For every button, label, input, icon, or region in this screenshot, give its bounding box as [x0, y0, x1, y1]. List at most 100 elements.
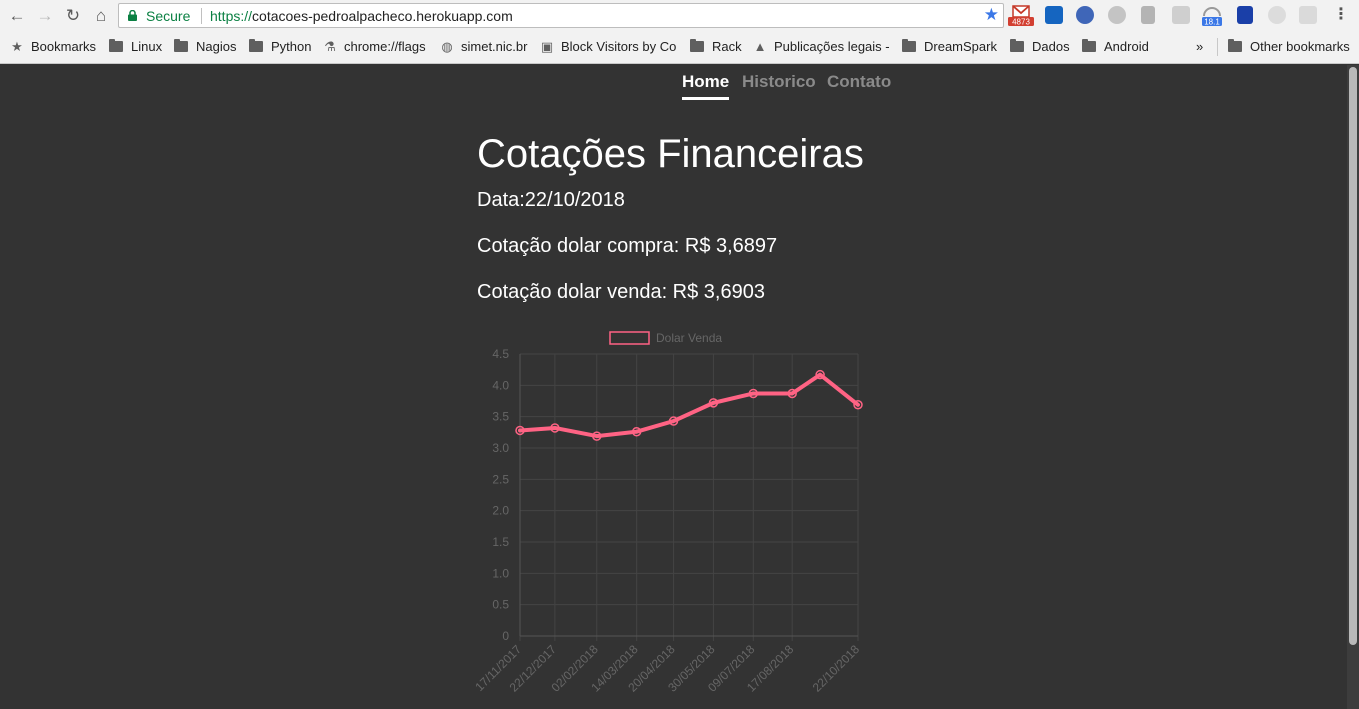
ip-icon: ▣ [540, 39, 554, 54]
legend-swatch [609, 331, 650, 345]
bookmarks-bar: ★ Bookmarks Linux Nagios Python ⚗ chrome://fla… [0, 33, 1359, 61]
data-point [748, 388, 759, 399]
bookmark-label: Android [1104, 39, 1149, 54]
folder-icon [174, 39, 188, 52]
gmail-badge: 4873 [1012, 18, 1030, 27]
url-host: cotacoes-pedroalpacheco.herokuapp.com [252, 8, 513, 24]
bookmark-label: Python [271, 39, 312, 54]
other-bookmarks[interactable]: Other bookmarks [1228, 39, 1350, 55]
bookmarks-overflow-button[interactable]: » [1196, 39, 1204, 54]
y-tick-label: 0.5 [492, 598, 509, 612]
data-point [815, 369, 825, 380]
browser-toolbar: ← → ↻ ⌂ Secure https://cotacoes-pedroalp… [0, 0, 1359, 32]
date-text: Data:22/10/2018 [477, 189, 625, 211]
folder-icon [690, 39, 704, 52]
folder-icon [1228, 39, 1242, 52]
bookmark-label: DreamSpark [924, 39, 997, 54]
nav-home[interactable]: Home [682, 72, 730, 100]
star-icon: ★ [11, 39, 23, 54]
data-point [631, 426, 642, 437]
gear-extension-icon[interactable] [1299, 6, 1317, 24]
kebab-menu-icon[interactable]: ⋮ [1333, 6, 1349, 23]
data-point [787, 388, 797, 399]
data-point [708, 398, 719, 408]
page-content: Home Historico Contato Cotações Financei… [0, 65, 1347, 709]
bookmark-item[interactable]: Python [249, 39, 311, 55]
speed-extension-icon[interactable]: 18.1 [1201, 5, 1223, 27]
bookmark-item[interactable]: Linux [109, 39, 162, 55]
other-bookmarks-label: Other bookmarks [1250, 39, 1350, 54]
bookmark-item[interactable]: ★ Bookmarks [10, 39, 96, 55]
scrollbar-thumb[interactable] [1349, 67, 1357, 645]
folder-icon [249, 39, 263, 52]
circle-extension-icon[interactable] [1268, 6, 1286, 24]
page-scrollbar[interactable] [1347, 65, 1359, 709]
folder-icon [1082, 39, 1096, 52]
bookmarks-divider [1217, 38, 1218, 56]
y-tick-label: 0 [502, 629, 509, 643]
y-tick-label: 1.5 [492, 535, 509, 549]
forward-icon[interactable]: → [36, 6, 54, 25]
legend-label: Dolar Venda [656, 331, 722, 345]
y-tick-label: 4.0 [492, 378, 509, 392]
page-title: Cotações Financeiras [477, 132, 864, 176]
bookmark-item[interactable]: ◍ simet.nic.br [440, 39, 527, 55]
bookmark-item[interactable]: Dados [1010, 39, 1070, 55]
bookmark-label: chrome://flags [344, 39, 426, 54]
address-bar[interactable]: Secure https://cotacoes-pedroalpacheco.h… [118, 3, 1004, 28]
back-icon[interactable]: ← [8, 6, 26, 25]
y-tick-label: 3.5 [492, 410, 509, 424]
speed-badge: 18.1 [1204, 18, 1220, 27]
bookmark-item[interactable]: DreamSpark [902, 39, 997, 55]
url-scheme: https:// [210, 8, 253, 24]
home-icon[interactable]: ⌂ [95, 6, 107, 25]
folder-icon [902, 39, 916, 52]
folder-icon [109, 39, 123, 52]
y-tick-label: 2.5 [492, 472, 509, 486]
sell-rate-text: Cotação dolar venda: R$ 3,6903 [477, 281, 765, 303]
data-point [550, 423, 560, 433]
nav-contato[interactable]: Contato [827, 72, 892, 91]
bookmark-label: Dados [1032, 39, 1070, 54]
bookmark-label: Block Visitors by Co [561, 39, 677, 54]
flask-icon: ⚗ [324, 39, 336, 54]
top-nav: Home Historico Contato [0, 65, 1347, 105]
exchange-rate-chart: Dolar Venda00.51.01.52.02.53.03.54.04.51… [472, 331, 863, 695]
bookmark-label: simet.nic.br [461, 39, 528, 54]
buy-rate-text: Cotação dolar compra: R$ 3,6897 [477, 235, 778, 257]
data-point [592, 431, 602, 441]
y-tick-label: 1.0 [492, 566, 509, 580]
reload-icon[interactable]: ↻ [65, 6, 81, 25]
bookmark-item[interactable]: Nagios [174, 39, 236, 55]
barcode-extension-icon[interactable] [1141, 6, 1155, 24]
refresh-extension-icon[interactable] [1108, 6, 1126, 24]
secure-label: Secure [146, 8, 191, 24]
bookmark-item[interactable]: ⚗ chrome://flags [323, 39, 426, 55]
data-point [515, 425, 525, 436]
lock-icon [128, 10, 137, 21]
flag-extension-icon[interactable] [1237, 6, 1253, 24]
nav-historico[interactable]: Historico [742, 72, 816, 91]
page-icon: ▲ [753, 39, 767, 54]
folder-icon [1010, 39, 1024, 52]
bookmark-item[interactable]: ▣ Block Visitors by Co [540, 39, 677, 55]
globe-extension-icon[interactable] [1076, 6, 1094, 24]
omnibox-divider [201, 8, 202, 24]
bookmark-label: Nagios [196, 39, 237, 54]
data-point [853, 400, 863, 410]
globe-icon: ◍ [441, 39, 453, 54]
gmail-extension-icon[interactable]: 4873 [1008, 4, 1034, 27]
bookmark-label: Linux [131, 39, 163, 54]
url-text[interactable]: https://cotacoes-pedroalpacheco.herokuap… [210, 8, 513, 24]
bookmark-star-icon[interactable]: ★ [983, 5, 999, 24]
brush-extension-icon[interactable] [1172, 6, 1190, 24]
bookmark-item[interactable]: ▲ Publicações legais - [753, 39, 890, 55]
y-tick-label: 3.0 [492, 441, 509, 455]
bookmark-item[interactable]: Android [1082, 39, 1149, 55]
data-point [668, 416, 679, 426]
bookmark-label: Bookmarks [31, 39, 97, 54]
bookmark-item[interactable]: Rack [690, 39, 742, 55]
camera-extension-icon[interactable] [1045, 6, 1063, 24]
bookmark-label: Publicações legais - [774, 39, 890, 54]
browser-chrome: ← → ↻ ⌂ Secure https://cotacoes-pedroalp… [0, 0, 1359, 64]
